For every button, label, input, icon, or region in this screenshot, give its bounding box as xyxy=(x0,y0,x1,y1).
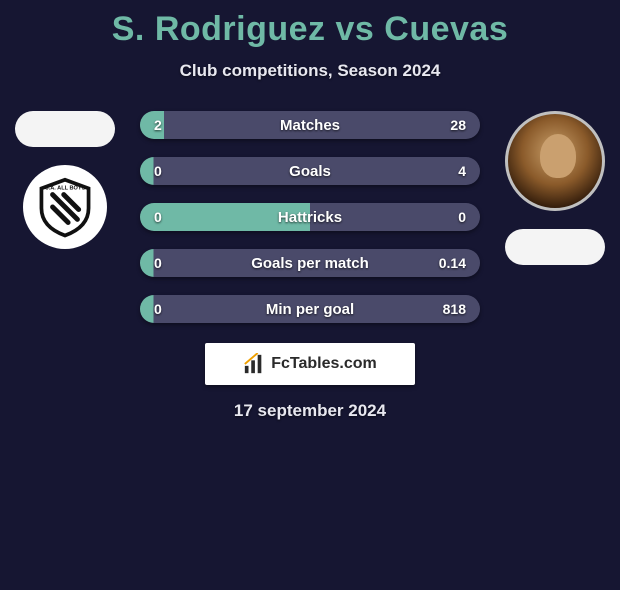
stat-left-value: 0 xyxy=(154,209,162,225)
stat-right-value: 0.14 xyxy=(439,255,466,271)
stat-label: Goals per match xyxy=(140,255,480,272)
brand-box: FcTables.com xyxy=(205,343,415,385)
title-player1: S. Rodriguez xyxy=(112,10,326,48)
stat-label: Hattricks xyxy=(140,209,480,226)
stat-bar: 0Goals4 xyxy=(140,157,480,185)
stat-right-value: 0 xyxy=(458,209,466,225)
brand-text: FcTables.com xyxy=(271,355,377,373)
page-title: S. Rodriguez vs Cuevas xyxy=(0,10,620,49)
stat-right-value: 28 xyxy=(450,117,466,133)
stat-right-value: 818 xyxy=(443,301,466,317)
title-player2: Cuevas xyxy=(384,10,508,48)
stat-label: Matches xyxy=(140,117,480,134)
right-column xyxy=(500,111,610,265)
stat-right-value: 4 xyxy=(458,163,466,179)
content-row: C.A. ALL BOYS 2Matches280Goals40Hattrick… xyxy=(0,111,620,323)
stat-left-value: 2 xyxy=(154,117,162,133)
stat-bar: 0Hattricks0 xyxy=(140,203,480,231)
title-vs: vs xyxy=(336,10,375,48)
stat-left-value: 0 xyxy=(154,163,162,179)
subtitle: Club competitions, Season 2024 xyxy=(0,61,620,81)
comparison-card: S. Rodriguez vs Cuevas Club competitions… xyxy=(0,10,620,421)
player2-avatar xyxy=(505,111,605,211)
svg-text:C.A. ALL BOYS: C.A. ALL BOYS xyxy=(45,186,86,192)
stat-bar: 0Goals per match0.14 xyxy=(140,249,480,277)
stat-left-value: 0 xyxy=(154,301,162,317)
player1-avatar-placeholder xyxy=(15,111,115,147)
date-text: 17 september 2024 xyxy=(0,401,620,421)
bar-chart-icon xyxy=(243,353,265,375)
shield-icon: C.A. ALL BOYS xyxy=(34,176,96,238)
left-column: C.A. ALL BOYS xyxy=(10,111,120,249)
stat-bar: 0Min per goal818 xyxy=(140,295,480,323)
stat-label: Min per goal xyxy=(140,301,480,318)
stat-left-value: 0 xyxy=(154,255,162,271)
stat-bar: 2Matches28 xyxy=(140,111,480,139)
stat-bars: 2Matches280Goals40Hattricks00Goals per m… xyxy=(140,111,480,323)
stat-label: Goals xyxy=(140,163,480,180)
player1-club-badge: C.A. ALL BOYS xyxy=(23,165,107,249)
player2-club-placeholder xyxy=(505,229,605,265)
